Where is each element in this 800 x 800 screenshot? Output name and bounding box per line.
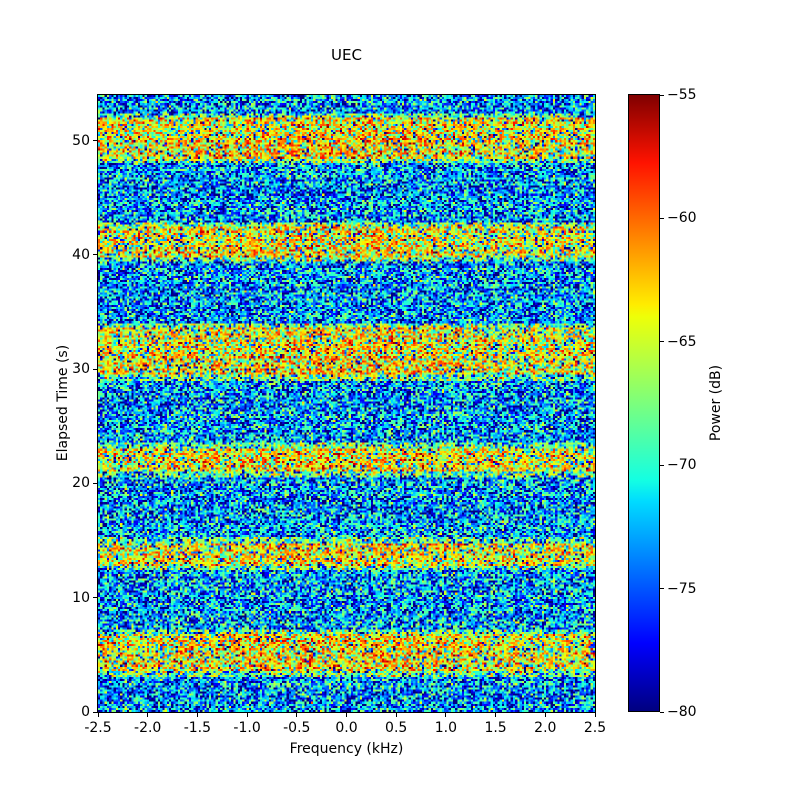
x-tick	[147, 713, 149, 717]
colorbar-tick	[660, 588, 664, 590]
y-tick-label: 50	[72, 132, 90, 149]
x-tick-label: -1.5	[183, 720, 212, 736]
colorbar-tick	[660, 464, 664, 466]
y-tick-label: 30	[72, 361, 90, 378]
x-tick-label: 2.0	[534, 720, 557, 736]
x-tick	[495, 713, 497, 717]
colorbar-tick-label: −80	[667, 704, 697, 720]
colorbar-label: Power (dB)	[708, 364, 724, 442]
x-tick-label: -2.0	[134, 720, 162, 736]
plot-area	[97, 94, 596, 713]
x-tick	[97, 713, 99, 717]
y-tick-label: 0	[81, 704, 90, 720]
colorbar-tick-label: −60	[667, 210, 697, 227]
y-tick	[93, 140, 97, 142]
x-tick-label: -2.5	[84, 720, 112, 736]
spectrogram-canvas	[98, 95, 595, 712]
x-tick	[594, 713, 596, 717]
colorbar-tick	[660, 341, 664, 343]
x-tick	[395, 713, 397, 717]
x-axis-label: Frequency (kHz)	[289, 741, 404, 757]
x-tick-label: 2.5	[583, 720, 607, 736]
x-tick	[296, 713, 298, 717]
x-tick	[445, 713, 447, 717]
x-tick-label: 0.0	[335, 720, 358, 736]
colorbar-tick	[660, 217, 664, 219]
y-tick-label: 20	[72, 475, 90, 492]
x-tick-label: -1.0	[233, 720, 261, 736]
chart-title: UEC	[331, 46, 362, 64]
colorbar-tick	[660, 711, 664, 713]
colorbar	[628, 94, 660, 712]
colorbar-tick-label: −65	[667, 333, 697, 350]
x-tick-label: 0.5	[385, 720, 408, 736]
x-tick-label: -0.5	[283, 720, 311, 736]
colorbar-tick-label: −75	[667, 580, 697, 597]
x-tick	[246, 713, 248, 717]
y-tick-label: 40	[72, 246, 90, 263]
x-tick	[196, 713, 198, 717]
y-tick-label: 10	[72, 589, 90, 606]
x-tick	[544, 713, 546, 717]
colorbar-tick-label: −55	[667, 87, 697, 103]
colorbar-tick-label: −70	[667, 457, 697, 474]
y-tick	[93, 711, 97, 713]
x-tick	[346, 713, 347, 717]
y-tick	[93, 482, 97, 484]
y-tick	[93, 597, 97, 599]
y-tick	[93, 254, 97, 256]
colorbar-tick	[660, 94, 664, 96]
x-tick-label: 1.0	[434, 720, 458, 736]
y-tick	[93, 368, 97, 370]
x-tick-label: 1.5	[484, 720, 507, 736]
